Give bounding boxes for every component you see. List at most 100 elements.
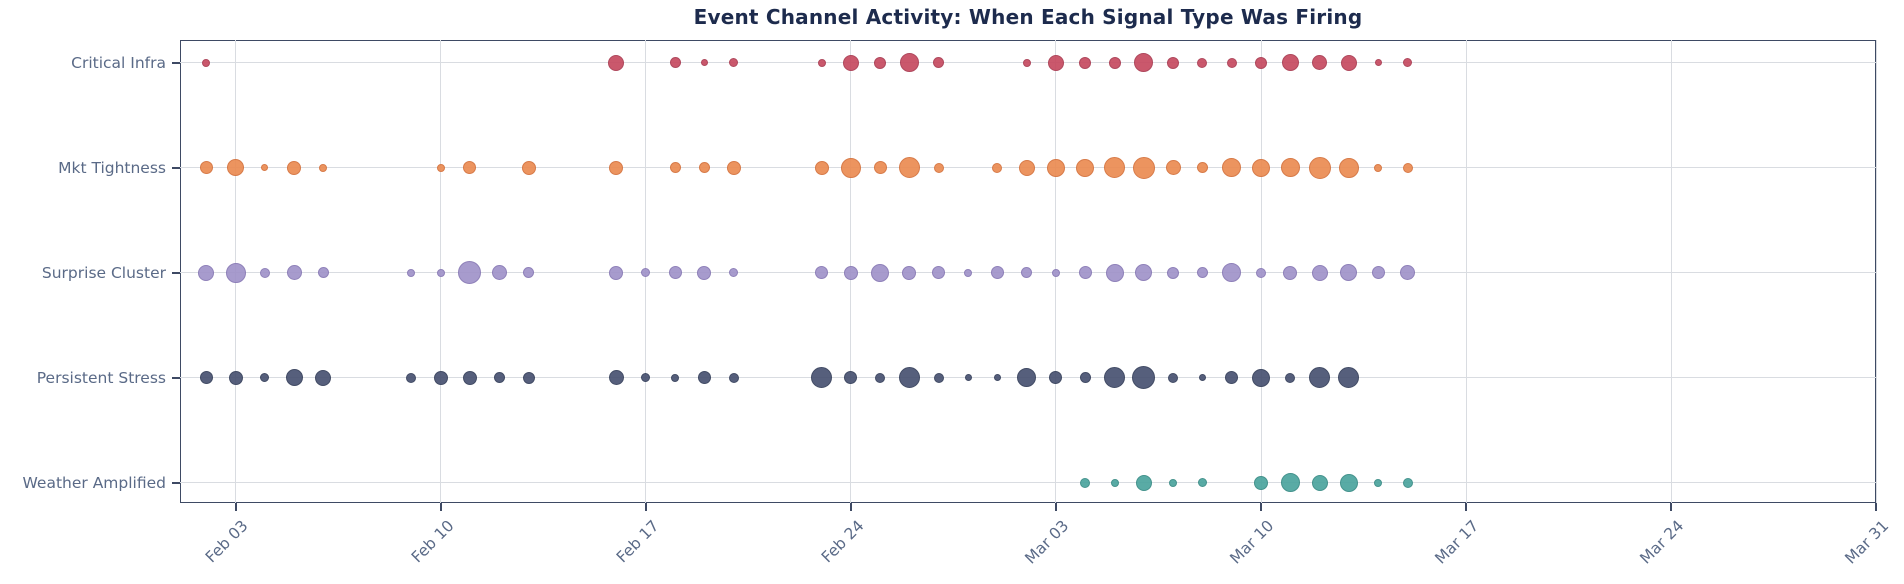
x-tick-label: Mar 03 — [1021, 516, 1073, 568]
x-axis-tick — [1875, 503, 1878, 511]
x-gridline — [1670, 40, 1672, 503]
y-tick-label: Mkt Tightness — [58, 158, 166, 177]
data-point — [729, 58, 739, 67]
data-point — [260, 373, 270, 382]
data-point — [317, 267, 329, 278]
data-point — [1311, 264, 1328, 281]
data-point — [436, 268, 445, 277]
data-point — [1134, 53, 1154, 72]
data-point — [698, 162, 710, 173]
data-point — [1017, 368, 1037, 387]
data-point — [1108, 56, 1121, 69]
data-point — [493, 372, 505, 383]
data-point — [1076, 158, 1095, 177]
y-axis-tick — [172, 271, 180, 274]
data-point — [608, 54, 625, 71]
data-point — [1338, 367, 1360, 388]
data-point — [1167, 56, 1180, 69]
data-point — [873, 161, 887, 174]
x-tick-label: Feb 17 — [612, 516, 663, 567]
data-point — [1222, 158, 1242, 177]
data-point — [817, 58, 826, 67]
data-point — [697, 371, 711, 384]
data-point — [1402, 477, 1413, 488]
data-point — [933, 57, 945, 68]
data-point — [202, 58, 211, 67]
x-tick-label: Feb 24 — [817, 516, 868, 567]
data-point — [993, 374, 1001, 381]
data-point — [1196, 162, 1208, 173]
data-point — [1079, 56, 1092, 69]
y-tick-label: Surprise Cluster — [41, 263, 166, 282]
data-point — [1252, 368, 1270, 387]
data-point — [1078, 266, 1092, 279]
data-point — [609, 265, 624, 280]
y-axis-tick — [172, 481, 180, 484]
data-point — [1104, 157, 1125, 178]
data-point — [1309, 367, 1331, 388]
data-point — [1198, 374, 1206, 381]
data-point — [1281, 54, 1299, 71]
data-point — [1169, 478, 1178, 487]
x-tick-label: Mar 17 — [1431, 516, 1483, 568]
data-point — [815, 266, 828, 279]
data-point — [728, 372, 739, 383]
data-point — [1308, 156, 1331, 179]
data-point — [641, 268, 651, 277]
data-point — [964, 268, 972, 277]
data-point — [1339, 473, 1358, 492]
data-point — [315, 369, 332, 386]
data-point — [933, 372, 944, 383]
data-point — [1132, 156, 1155, 179]
x-axis-tick — [1054, 503, 1057, 511]
data-point — [933, 162, 944, 173]
data-point — [669, 57, 681, 68]
x-axis-tick — [849, 503, 852, 511]
data-point — [1226, 57, 1237, 68]
data-point — [1105, 263, 1124, 282]
data-point — [1049, 371, 1063, 384]
x-axis-tick — [1260, 503, 1262, 511]
data-point — [1280, 473, 1300, 492]
data-point — [898, 367, 920, 388]
data-point — [1022, 58, 1031, 67]
data-point — [671, 373, 679, 382]
data-point — [1374, 478, 1383, 487]
data-point — [1371, 266, 1385, 279]
data-point — [1340, 54, 1357, 71]
x-gridline — [1465, 40, 1467, 503]
data-point — [1338, 157, 1359, 178]
data-point — [1283, 265, 1298, 280]
data-point — [407, 268, 416, 277]
data-point — [700, 59, 708, 66]
data-point — [609, 160, 624, 175]
data-point — [1402, 162, 1413, 173]
data-point — [992, 162, 1003, 173]
data-point — [1374, 163, 1383, 172]
data-point — [1374, 59, 1382, 66]
data-point — [286, 265, 302, 280]
data-point — [523, 267, 534, 278]
data-point — [436, 163, 445, 172]
data-point — [1197, 478, 1207, 487]
data-point — [198, 264, 215, 281]
x-axis-tick — [1465, 503, 1468, 511]
data-point — [228, 370, 243, 385]
data-point — [227, 159, 244, 176]
data-point — [1403, 58, 1412, 67]
data-point — [1132, 366, 1156, 389]
data-point — [608, 370, 624, 385]
data-point — [491, 265, 507, 280]
y-tick-label: Critical Infra — [71, 53, 166, 72]
data-point — [875, 372, 886, 383]
data-point — [729, 268, 739, 277]
data-point — [225, 262, 246, 283]
data-point — [1311, 474, 1328, 491]
data-point — [433, 370, 448, 385]
data-point — [668, 266, 682, 279]
x-tick-label: Feb 10 — [407, 516, 458, 567]
data-point — [1312, 55, 1328, 70]
data-point — [521, 160, 536, 175]
data-point — [463, 161, 477, 174]
